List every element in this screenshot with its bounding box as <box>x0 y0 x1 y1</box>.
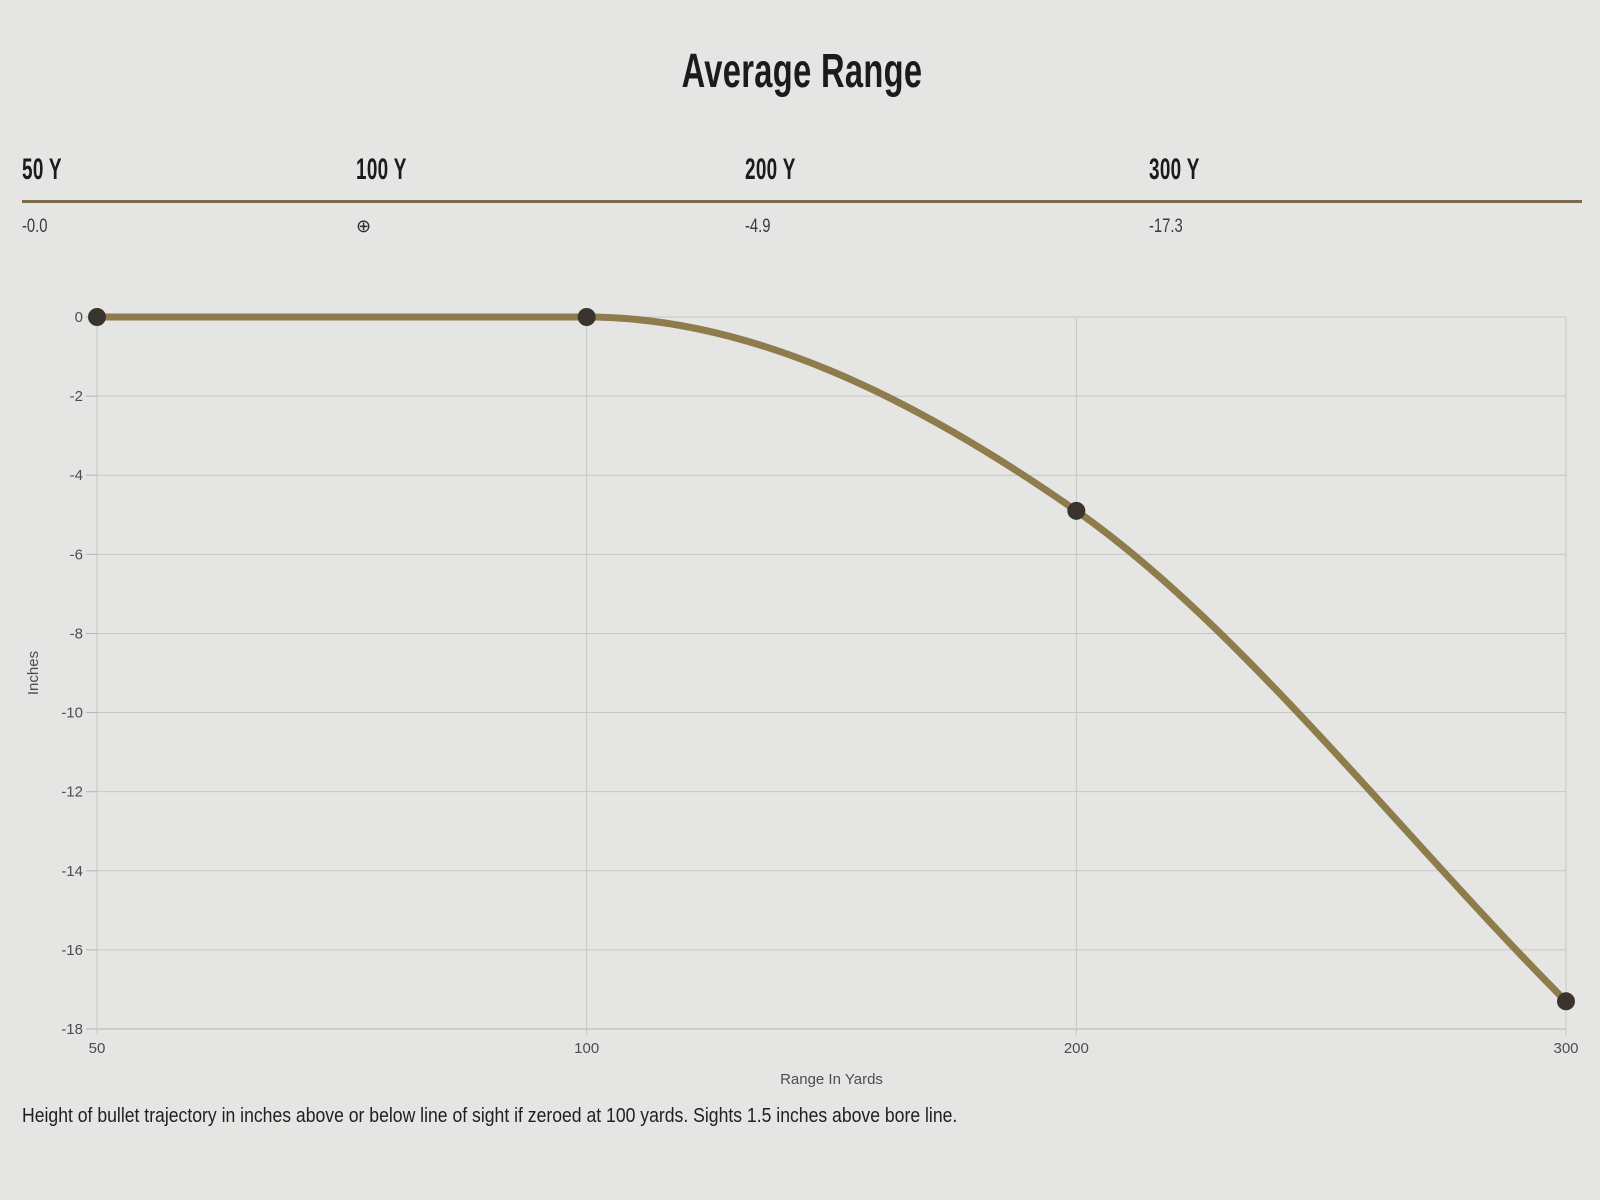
data-point-300y[interactable] <box>1557 992 1575 1011</box>
data-point-100y[interactable] <box>577 308 596 326</box>
y-tick-label: -12 <box>61 784 83 801</box>
page-title: Average Range <box>681 45 923 98</box>
range-value-300y: -17.3 <box>1149 216 1183 237</box>
y-axis-title: Inches <box>25 651 42 695</box>
range-column-label-100y: 100 Y <box>356 153 407 186</box>
range-column-label-200y: 200 Y <box>745 153 796 186</box>
trajectory-line <box>93 313 1570 1005</box>
y-tick-label: -8 <box>70 625 83 642</box>
y-tick-label: 0 <box>75 309 83 326</box>
range-value-200y: -4.9 <box>745 216 771 237</box>
x-tick-label: 300 <box>1553 1040 1578 1057</box>
header-divider <box>22 200 1582 203</box>
range-column-label-300y: 300 Y <box>1149 153 1200 186</box>
y-tick-label: -14 <box>61 863 83 880</box>
footnote: Height of bullet trajectory in inches ab… <box>22 1105 958 1127</box>
y-tick-label: -4 <box>70 467 83 484</box>
trajectory-chart-svg: 0 -2 -4 -6 -8 -10 -12 -14 -16 -18 50 100 200 300 Inche… <box>25 308 1579 1088</box>
x-axis-title: Range In Yards <box>780 1071 883 1088</box>
y-tick-label: -10 <box>61 705 83 722</box>
range-column-label-50y: 50 Y <box>22 153 62 186</box>
data-point-200y[interactable] <box>1067 501 1086 520</box>
range-value-50y: -0.0 <box>22 216 48 237</box>
data-point-50y[interactable] <box>88 308 106 326</box>
y-tick-label: -6 <box>70 546 83 563</box>
y-tick-label: -2 <box>70 388 83 405</box>
trajectory-chart: 0 -2 -4 -6 -8 -10 -12 -14 -16 -18 50 100 200 300 Inche… <box>0 260 1600 1090</box>
x-tick-label: 100 <box>574 1040 599 1057</box>
x-tick-label: 200 <box>1064 1040 1089 1057</box>
x-tick-label: 50 <box>89 1040 106 1057</box>
zero-crosshair-icon: ⊕ <box>356 216 372 237</box>
y-tick-label: -16 <box>61 942 83 959</box>
y-tick-label: -18 <box>61 1021 83 1038</box>
